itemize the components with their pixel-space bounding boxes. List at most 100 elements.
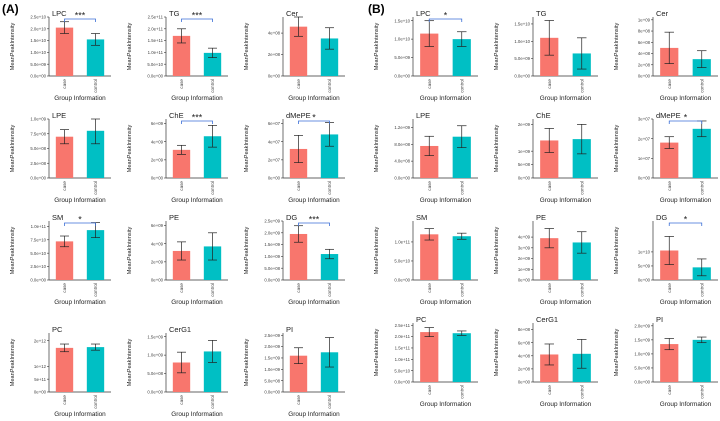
y-tick-label: 0.0e+00 — [30, 278, 46, 283]
y-tick-label: 0.0e+00 — [30, 176, 46, 181]
chart-title: PI — [286, 325, 293, 334]
y-axis-label: MeanPeakIntensity — [374, 125, 380, 173]
bar-control — [86, 347, 105, 392]
chart-title: CerG1 — [169, 325, 191, 334]
x-axis-label: Group Information — [288, 197, 340, 204]
bar-control — [452, 39, 471, 76]
chart-title: PE — [169, 213, 179, 222]
y-tick-label: 4e+08 — [638, 51, 651, 56]
bar-case — [420, 33, 439, 76]
x-tick-label-case: case — [179, 395, 184, 405]
panel-a-cer-chart: Cer 0e+00 2e+08 4e+08 MeanPeakIntensity case c… — [244, 9, 345, 102]
bar-control — [86, 39, 105, 76]
bar-case — [289, 26, 308, 76]
significance-stars: * — [684, 113, 688, 123]
bar-case — [55, 27, 74, 76]
bar-control — [203, 351, 222, 392]
y-tick-label: 2.0e+11 — [148, 26, 164, 31]
panel-label-b: (B) — [368, 2, 385, 16]
y-tick-label: 5.0e+10 — [30, 251, 46, 256]
y-tick-label: 5.0e+09 — [30, 62, 46, 67]
significance-stars: *** — [192, 113, 203, 123]
x-tick-label-case: case — [427, 283, 432, 293]
x-axis-label: Group Information — [54, 95, 106, 102]
x-axis-label: Group Information — [660, 299, 712, 306]
bar-case — [172, 250, 191, 280]
bracket-line — [181, 18, 213, 22]
y-axis-label: MeanPeakIntensity — [374, 23, 380, 71]
x-axis-label: Group Information — [420, 95, 472, 102]
y-tick-label: 4e+09 — [151, 139, 164, 144]
x-tick-label-control: control — [579, 181, 584, 195]
x-tick-label-case: case — [179, 181, 184, 191]
chart-title: ChE — [536, 111, 551, 120]
bar-case — [289, 148, 308, 178]
chart-title: LPC — [416, 9, 431, 18]
y-axis-label: MeanPeakIntensity — [127, 227, 133, 275]
panel-b-che-chart: ChE 0e+00 5e+08 1e+09 2e+09 MeanPeakIntensity… — [494, 111, 598, 204]
y-tick-label: 2.0e+09 — [634, 323, 650, 328]
y-tick-label: 6e+09 — [151, 121, 164, 126]
panel-a-pi-chart: PI 0.0e+00 5.0e+08 1.0e+09 1.5e+09 2.0e+09 2.5… — [244, 325, 345, 418]
y-axis-label: MeanPeakIntensity — [614, 125, 620, 173]
y-tick-label: 1.5e+09 — [147, 334, 163, 339]
y-tick-label: 0e+00 — [638, 176, 651, 181]
bar-case — [420, 234, 439, 280]
y-tick-label: 4e+08 — [268, 31, 281, 36]
x-tick-label-case: case — [427, 181, 432, 191]
x-axis-label: Group Information — [660, 95, 712, 102]
x-tick-label-case: case — [667, 181, 672, 191]
y-tick-label: 0.0e+00 — [394, 74, 410, 79]
y-tick-label: 4e+09 — [151, 241, 164, 246]
y-axis-label: MeanPeakIntensity — [244, 227, 250, 275]
y-tick-label: 0.0e+00 — [147, 74, 163, 79]
bracket-line — [64, 18, 96, 22]
y-tick-label: 2.5e+11 — [395, 323, 411, 328]
significance-bracket: * — [428, 11, 463, 22]
y-tick-label: 4e+08 — [518, 353, 531, 358]
x-axis-label: Group Information — [288, 299, 340, 306]
y-tick-label: 4e+07 — [268, 139, 281, 144]
y-tick-label: 2e+07 — [638, 136, 651, 141]
y-tick-label: 2.5e+11 — [148, 15, 164, 20]
y-axis-label: MeanPeakIntensity — [374, 329, 380, 377]
x-axis-label: Group Information — [540, 299, 592, 306]
significance-bracket: * — [668, 215, 703, 226]
y-tick-label: 1e+07 — [638, 156, 651, 161]
panel-b-pc-chart: PC 0.0e+00 5.0e+10 1.0e+11 1.5e+11 2.0e+11 2.5… — [374, 315, 478, 408]
chart-title: LPC — [52, 9, 67, 18]
x-tick-label-control: control — [579, 79, 584, 93]
bar-control — [320, 134, 339, 178]
chart-title: PE — [536, 213, 546, 222]
chart-title: CerG1 — [536, 315, 558, 324]
y-tick-label: 1.0e+09 — [30, 117, 46, 122]
x-axis-label: Group Information — [420, 401, 472, 408]
x-tick-label-control: control — [210, 395, 215, 409]
y-tick-label: 0e+00 — [638, 74, 651, 79]
bracket-line — [181, 120, 213, 124]
y-tick-label: 2.5e+09 — [264, 219, 280, 224]
bracket-line — [668, 120, 703, 124]
y-tick-label: 1.5e+09 — [264, 242, 280, 247]
chart-title: LPE — [416, 111, 430, 120]
x-tick-label-case: case — [179, 79, 184, 89]
significance-stars: * — [444, 11, 448, 21]
significance-bracket: *** — [181, 113, 213, 124]
significance-stars: *** — [192, 11, 203, 21]
x-axis-label: Group Information — [540, 401, 592, 408]
x-axis-label: Group Information — [288, 95, 340, 102]
y-tick-label: 2.0e+09 — [264, 344, 280, 349]
bracket-line — [668, 222, 703, 226]
bracket-line — [428, 18, 463, 22]
y-tick-label: 2e+08 — [638, 62, 651, 67]
y-axis-label: MeanPeakIntensity — [244, 23, 250, 71]
x-tick-label-case: case — [62, 395, 67, 405]
chart-title: PC — [416, 315, 427, 324]
chart-title: PI — [656, 315, 663, 324]
y-tick-label: 2.0e+10 — [30, 26, 46, 31]
x-tick-label-case: case — [62, 181, 67, 191]
y-axis-label: MeanPeakIntensity — [494, 23, 500, 71]
x-tick-label-case: case — [427, 79, 432, 89]
x-tick-label-control: control — [699, 283, 704, 297]
